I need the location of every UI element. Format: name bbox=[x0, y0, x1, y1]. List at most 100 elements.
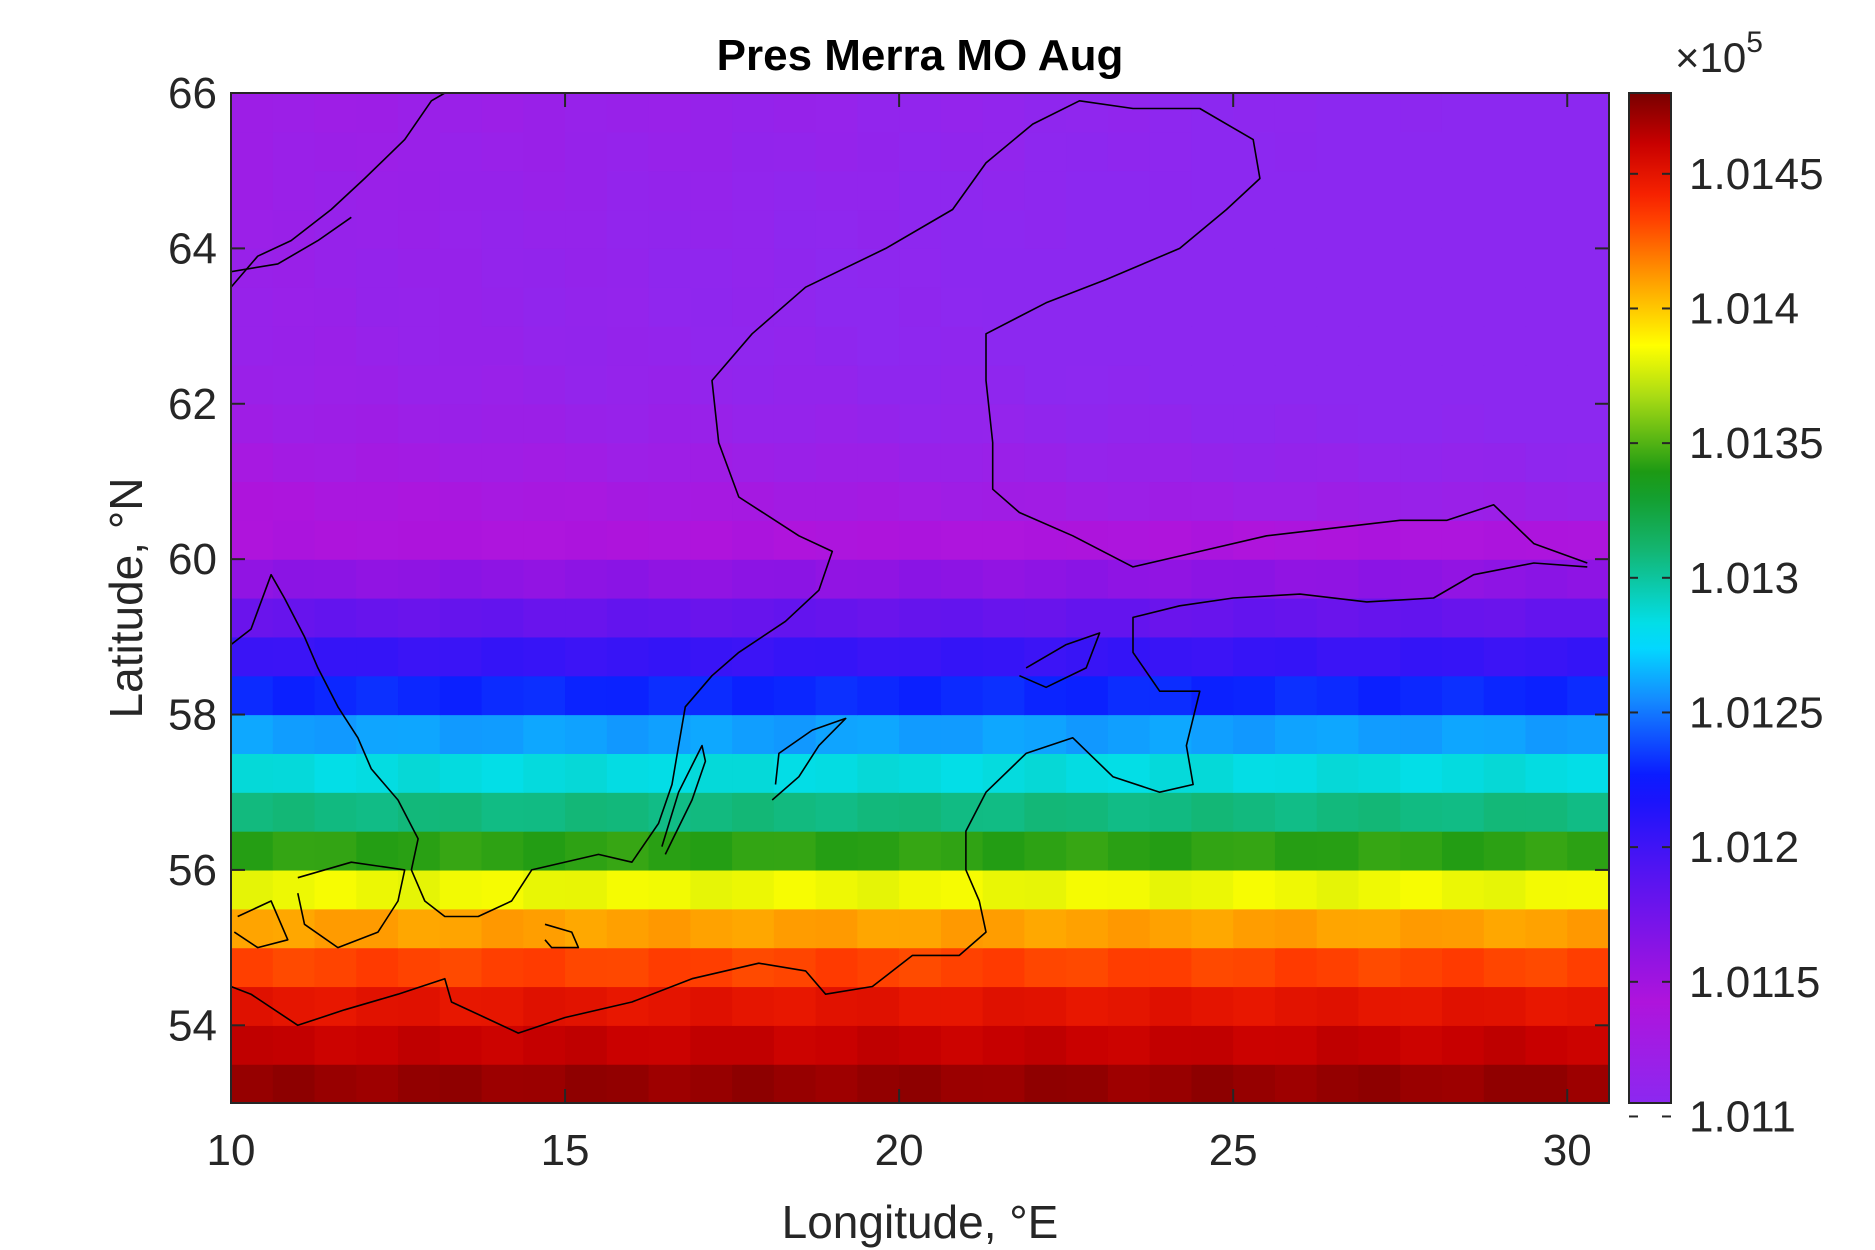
heatmap-cell bbox=[314, 326, 357, 366]
heatmap-cell bbox=[231, 326, 274, 366]
heatmap-cell bbox=[1441, 831, 1485, 871]
heatmap-cell bbox=[1066, 131, 1109, 172]
heatmap-cell bbox=[1149, 675, 1193, 716]
heatmap-cell bbox=[982, 364, 1025, 405]
heatmap-cell bbox=[565, 1064, 608, 1103]
heatmap-cell bbox=[1358, 287, 1401, 327]
heatmap-cell bbox=[231, 364, 274, 405]
heatmap-cell bbox=[1441, 908, 1485, 949]
heatmap-cell bbox=[439, 326, 483, 366]
heatmap-cell bbox=[690, 675, 733, 716]
heatmap-cell bbox=[1441, 675, 1485, 716]
heatmap-cell bbox=[940, 986, 984, 1026]
heatmap-cell bbox=[1066, 1064, 1109, 1103]
heatmap-cell bbox=[1233, 947, 1276, 988]
heatmap-cell bbox=[1441, 520, 1485, 560]
heatmap-cell bbox=[1358, 326, 1401, 366]
heatmap-cell bbox=[1483, 1064, 1527, 1103]
heatmap-cell bbox=[1191, 442, 1234, 483]
heatmap-cell bbox=[1567, 326, 1609, 366]
heatmap-cell bbox=[523, 131, 566, 172]
heatmap-cell bbox=[606, 1025, 650, 1065]
heatmap-cell bbox=[231, 442, 274, 483]
heatmap-cell bbox=[1233, 986, 1276, 1026]
heatmap-cell bbox=[1107, 986, 1151, 1026]
heatmap-cell bbox=[1149, 442, 1193, 483]
heatmap-cell bbox=[1233, 714, 1276, 754]
heatmap-cell bbox=[231, 209, 274, 249]
heatmap-cell bbox=[481, 675, 524, 716]
heatmap-cell bbox=[1358, 442, 1401, 483]
heatmap-cell bbox=[1400, 753, 1443, 793]
heatmap-cell bbox=[1149, 170, 1193, 211]
heatmap-cell bbox=[1191, 636, 1234, 677]
heatmap-cell bbox=[940, 1025, 984, 1065]
heatmap-cell bbox=[439, 714, 483, 754]
heatmap-cell bbox=[1316, 442, 1360, 483]
heatmap-cell bbox=[356, 869, 399, 910]
heatmap-cell bbox=[1358, 559, 1401, 599]
heatmap-cell bbox=[899, 714, 942, 754]
heatmap-cell bbox=[1441, 287, 1485, 327]
heatmap-cell bbox=[1316, 792, 1360, 832]
heatmap-cell bbox=[982, 1025, 1025, 1065]
heatmap-cell bbox=[648, 442, 691, 483]
heatmap-cell bbox=[1149, 403, 1193, 444]
heatmap-cell bbox=[1107, 947, 1151, 988]
heatmap-cell bbox=[773, 1025, 817, 1065]
heatmap-cell bbox=[982, 753, 1025, 793]
heatmap-cell bbox=[1233, 287, 1276, 327]
heatmap-cell bbox=[982, 908, 1025, 949]
heatmap-cell bbox=[565, 714, 608, 754]
heatmap-cell bbox=[314, 131, 357, 172]
heatmap-cell bbox=[857, 481, 900, 521]
heatmap-cell bbox=[398, 287, 441, 327]
heatmap-cell bbox=[1066, 1025, 1109, 1065]
heatmap-cell bbox=[1107, 675, 1151, 716]
heatmap-cell bbox=[899, 170, 942, 211]
heatmap-cell bbox=[1358, 481, 1401, 521]
heatmap-cell bbox=[940, 403, 984, 444]
heatmap-cell bbox=[773, 287, 817, 327]
heatmap-cell bbox=[982, 559, 1025, 599]
heatmap-cell bbox=[523, 520, 566, 560]
heatmap-cell bbox=[1441, 326, 1485, 366]
heatmap-cell bbox=[606, 248, 650, 288]
heatmap-cell bbox=[1316, 831, 1360, 871]
heatmap-cell bbox=[899, 675, 942, 716]
heatmap-cell bbox=[1274, 326, 1318, 366]
heatmap-cell bbox=[815, 792, 858, 832]
heatmap-cell bbox=[648, 947, 691, 988]
heatmap-cell bbox=[648, 753, 691, 793]
heatmap-cell bbox=[1274, 753, 1318, 793]
heatmap-cell bbox=[1066, 287, 1109, 327]
heatmap-cell bbox=[1066, 481, 1109, 521]
heatmap-cell bbox=[773, 559, 817, 599]
heatmap-cell bbox=[314, 753, 357, 793]
heatmap-cell bbox=[1400, 287, 1443, 327]
heatmap-cell bbox=[815, 209, 858, 249]
heatmap-cell bbox=[481, 1025, 524, 1065]
heatmap-cell bbox=[815, 869, 858, 910]
heatmap-cell bbox=[356, 675, 399, 716]
heatmap-cell bbox=[732, 792, 775, 832]
heatmap-cell bbox=[231, 93, 274, 133]
heatmap-cell bbox=[398, 714, 441, 754]
heatmap-cell bbox=[982, 287, 1025, 327]
heatmap-cell bbox=[314, 520, 357, 560]
heatmap-cell bbox=[1483, 93, 1527, 133]
heatmap-cell bbox=[523, 93, 566, 133]
heatmap-cell bbox=[481, 481, 524, 521]
heatmap-cell bbox=[1066, 675, 1109, 716]
y-axis-ticks: 54 56 58 60 62 64 66 bbox=[168, 69, 1609, 1050]
heatmap-cell bbox=[314, 908, 357, 949]
heatmap-cell bbox=[773, 908, 817, 949]
heatmap-cell bbox=[815, 287, 858, 327]
heatmap-cell bbox=[1483, 442, 1527, 483]
heatmap-cell bbox=[1066, 986, 1109, 1026]
heatmap-cell bbox=[1441, 714, 1485, 754]
heatmap-cell bbox=[1191, 753, 1234, 793]
heatmap-cell bbox=[857, 364, 900, 405]
heatmap-cell bbox=[732, 831, 775, 871]
heatmap-cell bbox=[690, 986, 733, 1026]
